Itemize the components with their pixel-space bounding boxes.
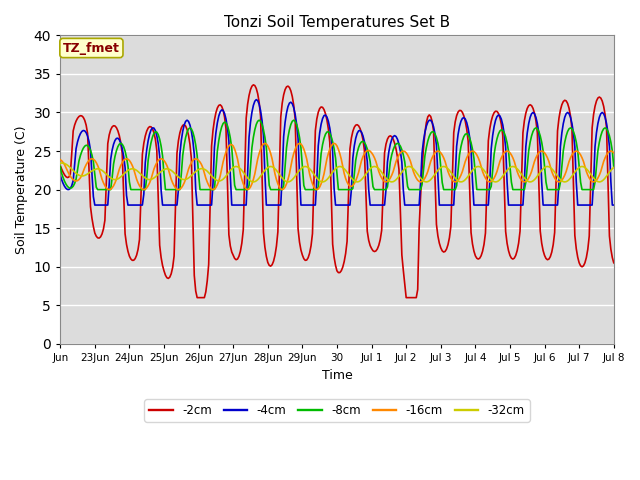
-16cm bbox=[261, 141, 269, 146]
-2cm bbox=[610, 260, 618, 265]
-16cm bbox=[352, 178, 360, 183]
-8cm bbox=[287, 121, 294, 127]
-8cm bbox=[94, 187, 102, 192]
Line: -16cm: -16cm bbox=[60, 144, 614, 190]
-4cm bbox=[252, 97, 260, 103]
-2cm bbox=[193, 295, 201, 300]
-2cm bbox=[287, 88, 294, 94]
-8cm bbox=[255, 117, 263, 123]
-8cm bbox=[444, 187, 452, 192]
-16cm bbox=[69, 177, 77, 182]
-8cm bbox=[107, 187, 115, 192]
Y-axis label: Soil Temperature (C): Soil Temperature (C) bbox=[15, 125, 28, 254]
Legend: -2cm, -4cm, -8cm, -16cm, -32cm: -2cm, -4cm, -8cm, -16cm, -32cm bbox=[144, 399, 530, 421]
Line: -32cm: -32cm bbox=[60, 163, 614, 182]
-2cm bbox=[69, 128, 77, 134]
-32cm bbox=[71, 169, 79, 175]
-8cm bbox=[610, 164, 618, 169]
-4cm bbox=[287, 99, 294, 105]
-2cm bbox=[106, 132, 113, 138]
-8cm bbox=[352, 157, 360, 163]
-32cm bbox=[444, 166, 452, 172]
-16cm bbox=[427, 158, 435, 164]
-2cm bbox=[444, 242, 452, 248]
-2cm bbox=[56, 163, 64, 168]
Line: -2cm: -2cm bbox=[60, 85, 614, 298]
X-axis label: Time: Time bbox=[322, 369, 353, 382]
-16cm bbox=[287, 164, 294, 169]
-2cm bbox=[352, 122, 360, 128]
-4cm bbox=[444, 202, 452, 208]
-32cm bbox=[352, 179, 360, 184]
-4cm bbox=[69, 178, 77, 184]
-32cm bbox=[56, 160, 64, 166]
Text: TZ_fmet: TZ_fmet bbox=[63, 41, 120, 55]
-4cm bbox=[352, 135, 360, 141]
Title: Tonzi Soil Temperatures Set B: Tonzi Soil Temperatures Set B bbox=[224, 15, 450, 30]
-8cm bbox=[427, 131, 435, 136]
-8cm bbox=[56, 164, 64, 169]
-32cm bbox=[610, 165, 618, 170]
-32cm bbox=[250, 179, 257, 185]
-4cm bbox=[107, 156, 115, 162]
Line: -4cm: -4cm bbox=[60, 100, 614, 205]
-8cm bbox=[69, 183, 77, 189]
-32cm bbox=[287, 178, 294, 184]
-4cm bbox=[91, 202, 99, 208]
-16cm bbox=[610, 150, 618, 156]
-4cm bbox=[427, 118, 435, 123]
-16cm bbox=[107, 186, 115, 192]
-4cm bbox=[610, 202, 618, 208]
-16cm bbox=[444, 168, 452, 174]
-16cm bbox=[106, 187, 113, 192]
Line: -8cm: -8cm bbox=[60, 120, 614, 190]
-32cm bbox=[427, 177, 435, 182]
-32cm bbox=[107, 175, 115, 181]
-2cm bbox=[250, 82, 257, 88]
-4cm bbox=[56, 172, 64, 178]
-32cm bbox=[58, 160, 65, 166]
-2cm bbox=[427, 114, 435, 120]
-16cm bbox=[56, 157, 64, 163]
